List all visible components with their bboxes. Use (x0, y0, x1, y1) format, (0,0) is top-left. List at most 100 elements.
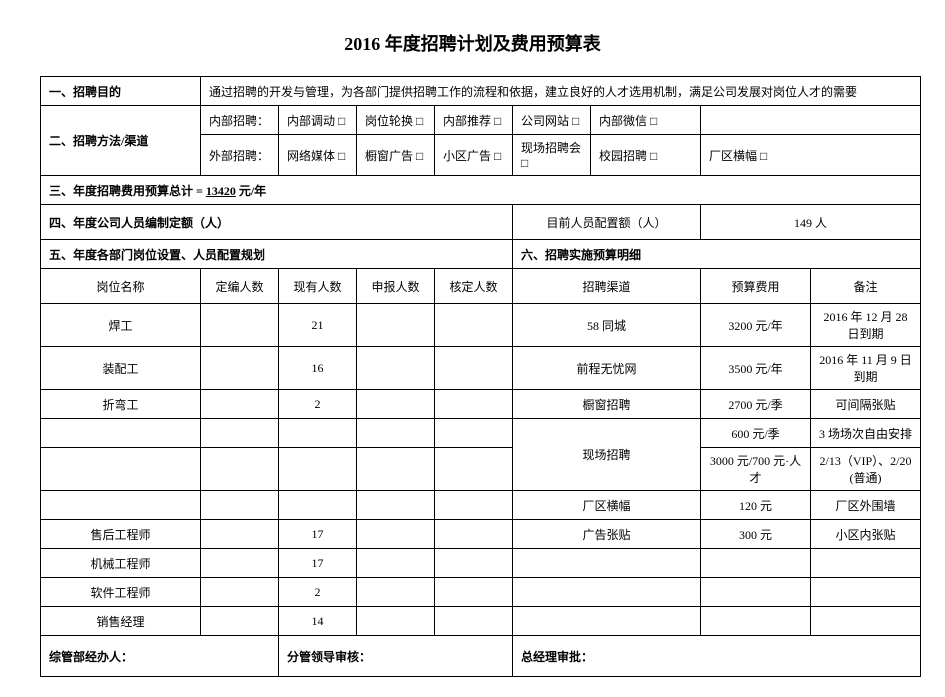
cell (201, 304, 279, 347)
cell (435, 419, 513, 448)
cell: 厂区横幅 (513, 491, 701, 520)
cell: 120 元 (701, 491, 811, 520)
table-row: 现场招聘 600 元/季 3 场场次自由安排 (41, 419, 921, 448)
cell (41, 491, 201, 520)
cell (201, 607, 279, 636)
cell: 2016 年 12 月 28 日到期 (811, 304, 921, 347)
cell (357, 390, 435, 419)
sec2-row1-label: 内部招聘： (201, 106, 279, 135)
cell: 16 (279, 347, 357, 390)
sec1-text: 通过招聘的开发与管理，为各部门提供招聘工作的流程和依据，建立良好的人才选用机制，… (201, 77, 921, 106)
cell: 2700 元/季 (701, 390, 811, 419)
table-row: 焊工 21 58 同城 3200 元/年 2016 年 12 月 28 日到期 (41, 304, 921, 347)
cell: 焊工 (41, 304, 201, 347)
cell: 小区内张贴 (811, 520, 921, 549)
cell (201, 347, 279, 390)
cell (357, 549, 435, 578)
sec2-i: 现场招聘会 □ (513, 135, 591, 176)
cell (435, 347, 513, 390)
cell (435, 491, 513, 520)
cell (811, 549, 921, 578)
doc-title: 2016 年度招聘计划及费用预算表 (40, 30, 905, 56)
sec3-suffix: 元/年 (236, 184, 266, 198)
cell (357, 347, 435, 390)
cell: 3500 元/年 (701, 347, 811, 390)
cell (435, 607, 513, 636)
cell (435, 304, 513, 347)
cell: 橱窗招聘 (513, 390, 701, 419)
th: 核定人数 (435, 269, 513, 304)
cell: 机械工程师 (41, 549, 201, 578)
cell (435, 549, 513, 578)
sec2-label: 二、招聘方法/渠道 (41, 106, 201, 176)
cell (811, 578, 921, 607)
sec2-row2-label: 外部招聘： (201, 135, 279, 176)
cell (279, 491, 357, 520)
sec2-i: 内部微信 □ (591, 106, 701, 135)
cell: 300 元 (701, 520, 811, 549)
sec4-right-value: 149 人 (701, 205, 921, 240)
cell (201, 419, 279, 448)
sec2-i: 网络媒体 □ (279, 135, 357, 176)
cell (701, 578, 811, 607)
table-row: 装配工 16 前程无忧网 3500 元/年 2016 年 11 月 9 日到期 (41, 347, 921, 390)
cell (279, 448, 357, 491)
cell: 600 元/季 (701, 419, 811, 448)
cell: 3200 元/年 (701, 304, 811, 347)
cell (357, 448, 435, 491)
footer-3: 总经理审批： (513, 636, 921, 677)
th: 申报人数 (357, 269, 435, 304)
th: 现有人数 (279, 269, 357, 304)
cell: 销售经理 (41, 607, 201, 636)
cell: 现场招聘 (513, 419, 701, 491)
cell (201, 448, 279, 491)
cell: 21 (279, 304, 357, 347)
cell: 可间隔张贴 (811, 390, 921, 419)
cell (41, 419, 201, 448)
sec2-i: 校园招聘 □ (591, 135, 701, 176)
cell (201, 390, 279, 419)
cell (811, 607, 921, 636)
cell (513, 578, 701, 607)
cell (279, 419, 357, 448)
cell (357, 491, 435, 520)
cell (357, 304, 435, 347)
cell (201, 520, 279, 549)
cell (357, 520, 435, 549)
table-row: 折弯工 2 橱窗招聘 2700 元/季 可间隔张贴 (41, 390, 921, 419)
th: 备注 (811, 269, 921, 304)
cell: 折弯工 (41, 390, 201, 419)
sec2-i: 公司网站 □ (513, 106, 591, 135)
sec6-label: 六、招聘实施预算明细 (513, 240, 921, 269)
th: 定编人数 (201, 269, 279, 304)
cell (435, 448, 513, 491)
cell: 装配工 (41, 347, 201, 390)
table-row: 机械工程师 17 (41, 549, 921, 578)
sec3: 三、年度招聘费用预算总计 = 13420 元/年 (41, 176, 921, 205)
table-row: 厂区横幅 120 元 厂区外围墙 (41, 491, 921, 520)
footer-1: 综管部经办人： (41, 636, 279, 677)
cell (201, 491, 279, 520)
sec5-label: 五、年度各部门岗位设置、人员配置规划 (41, 240, 513, 269)
cell: 厂区外围墙 (811, 491, 921, 520)
cell (435, 520, 513, 549)
main-table: 一、招聘目的 通过招聘的开发与管理，为各部门提供招聘工作的流程和依据，建立良好的… (40, 76, 921, 677)
sec2-i: 岗位轮换 □ (357, 106, 435, 135)
table-row: 软件工程师 2 (41, 578, 921, 607)
cell: 3 场场次自由安排 (811, 419, 921, 448)
th: 预算费用 (701, 269, 811, 304)
table-row: 售后工程师 17 广告张贴 300 元 小区内张贴 (41, 520, 921, 549)
sec2-i (701, 106, 921, 135)
cell: 17 (279, 549, 357, 578)
cell: 售后工程师 (41, 520, 201, 549)
cell: 14 (279, 607, 357, 636)
sec3-prefix: 三、年度招聘费用预算总计 = (49, 184, 206, 198)
cell: 2 (279, 578, 357, 607)
sec2-i: 橱窗广告 □ (357, 135, 435, 176)
cell: 2016 年 11 月 9 日到期 (811, 347, 921, 390)
cell (435, 390, 513, 419)
cell: 软件工程师 (41, 578, 201, 607)
cell (513, 607, 701, 636)
sec2-i: 内部调动 □ (279, 106, 357, 135)
cell (701, 607, 811, 636)
